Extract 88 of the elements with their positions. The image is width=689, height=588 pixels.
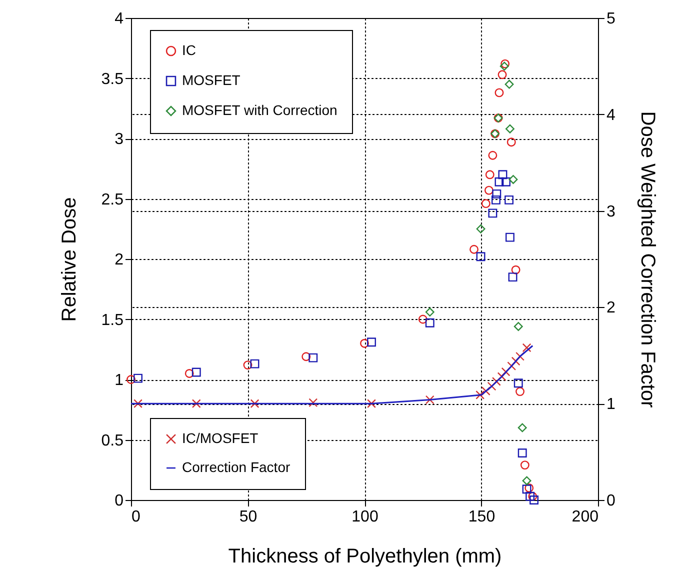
point — [505, 124, 514, 134]
point — [484, 186, 494, 195]
point — [250, 359, 260, 368]
y2-tick-label: 0 — [606, 492, 616, 510]
point — [518, 448, 527, 458]
point — [508, 174, 518, 184]
point — [518, 423, 527, 432]
point — [506, 138, 516, 147]
point — [126, 375, 136, 384]
point — [425, 308, 434, 316]
point — [514, 322, 523, 331]
point — [500, 62, 509, 71]
point — [500, 59, 510, 68]
point — [498, 170, 508, 180]
point — [524, 483, 534, 492]
point — [360, 338, 369, 348]
legend-label: Correction Factor — [182, 459, 290, 475]
point — [508, 272, 518, 282]
y-tick-label: 3 — [114, 131, 124, 148]
point — [520, 460, 530, 470]
point — [528, 492, 538, 501]
point — [134, 374, 142, 383]
y-tick-label: 1 — [114, 372, 124, 389]
y2-tick-label: 2 — [606, 300, 616, 317]
point — [192, 399, 201, 408]
point — [494, 177, 504, 186]
x-tick-label: 200 — [572, 508, 599, 526]
point — [494, 88, 504, 98]
y2-tick-label: 1 — [606, 396, 616, 414]
x-tick-label: 50 — [239, 508, 258, 526]
point — [308, 398, 318, 408]
point — [485, 170, 494, 180]
point — [511, 265, 520, 274]
point — [530, 496, 538, 504]
legend-label: IC/MOSFET — [182, 430, 259, 446]
y2-tick-label: 4 — [606, 106, 616, 124]
point — [367, 338, 376, 347]
legend-label: IC — [182, 42, 196, 58]
x-axis-title: Thickness of Polyethylen (mm) — [228, 546, 502, 568]
point — [516, 387, 524, 396]
legend-label: MOSFET with Correction — [182, 102, 338, 118]
y-tick-label: 3.5 — [101, 70, 124, 88]
y-tick-label: 1.5 — [101, 312, 124, 329]
y2-axis-title: Dose Weighted Correction Factor — [636, 111, 658, 408]
x-tick-label: 100 — [352, 508, 378, 526]
y-tick-label: 4 — [114, 10, 124, 28]
point — [302, 352, 311, 362]
legend-label: MOSFET — [182, 72, 241, 88]
point — [308, 353, 318, 362]
point — [504, 195, 514, 204]
point — [367, 399, 376, 408]
point — [470, 244, 478, 254]
y-tick-label: 0.5 — [101, 432, 124, 450]
point — [425, 395, 434, 404]
point — [505, 232, 514, 242]
point — [498, 70, 507, 80]
y2-tick-label: 5 — [606, 10, 616, 28]
point — [522, 476, 532, 486]
point — [492, 189, 502, 198]
point — [418, 314, 428, 324]
point — [243, 360, 252, 370]
point — [522, 484, 532, 494]
point — [476, 390, 485, 400]
point — [184, 369, 194, 378]
point — [504, 80, 514, 89]
point — [250, 399, 260, 408]
y-tick-label: 2.5 — [101, 191, 124, 208]
x-tick-label: 0 — [132, 508, 140, 526]
point — [522, 343, 532, 352]
point — [488, 208, 498, 218]
point — [134, 399, 142, 408]
point — [514, 378, 523, 388]
point — [476, 224, 486, 234]
point — [476, 252, 486, 262]
y-tick-label: 2 — [114, 252, 124, 268]
point — [502, 177, 510, 186]
point — [491, 195, 500, 204]
point — [526, 492, 535, 501]
point — [488, 150, 498, 160]
y-tick-label: 0 — [114, 492, 124, 510]
line-series — [130, 345, 534, 404]
point — [481, 199, 490, 208]
point — [425, 318, 434, 328]
y2-tick-label: 3 — [606, 203, 616, 220]
x-tick-label: 150 — [468, 508, 496, 526]
point — [481, 386, 490, 396]
y-axis-title: Relative Dose — [58, 197, 80, 322]
point — [192, 368, 201, 377]
